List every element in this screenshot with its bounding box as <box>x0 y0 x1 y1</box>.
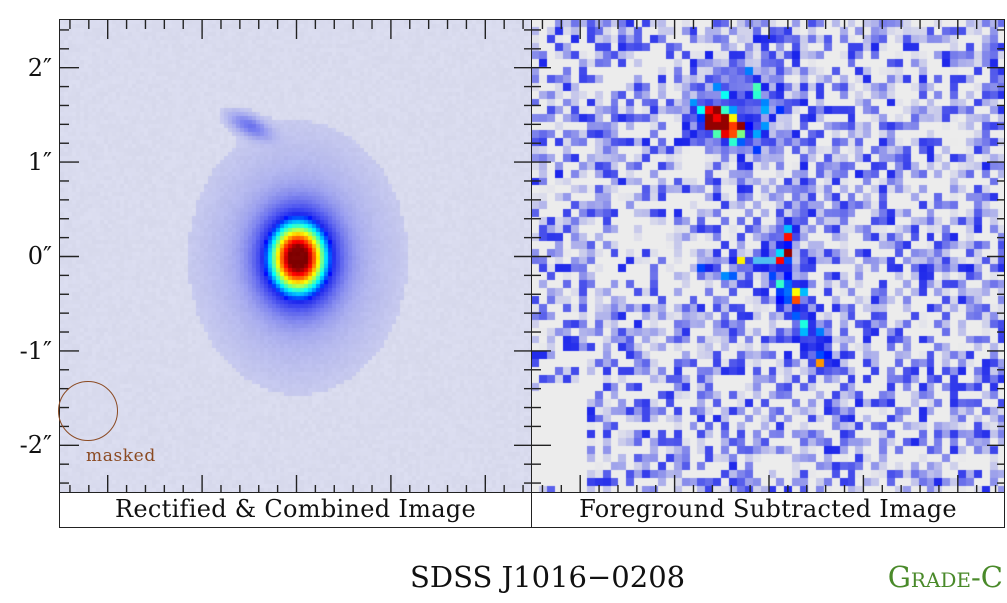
grade-label: Grade-C <box>887 560 1003 594</box>
masked-region-circle <box>58 381 118 441</box>
left-panel-caption: Rectified & Combined Image <box>59 492 532 528</box>
y-tick-label-2: 2″ <box>27 54 52 82</box>
masked-label: masked <box>86 446 156 466</box>
y-tick-label-neg2: -2″ <box>19 431 52 459</box>
object-name: SDSS J1016−0208 <box>410 560 686 594</box>
y-tick-label-neg1: -1″ <box>19 337 52 365</box>
rectified-image-canvas <box>60 20 531 492</box>
right-panel-caption: Foreground Subtracted Image <box>531 492 1005 528</box>
subtracted-image-canvas <box>532 20 1004 492</box>
y-tick-label-0: 0″ <box>27 242 52 270</box>
y-tick-label-1: 1″ <box>27 148 52 176</box>
rectified-combined-image-panel <box>59 19 532 493</box>
foreground-subtracted-image-panel <box>531 19 1005 493</box>
